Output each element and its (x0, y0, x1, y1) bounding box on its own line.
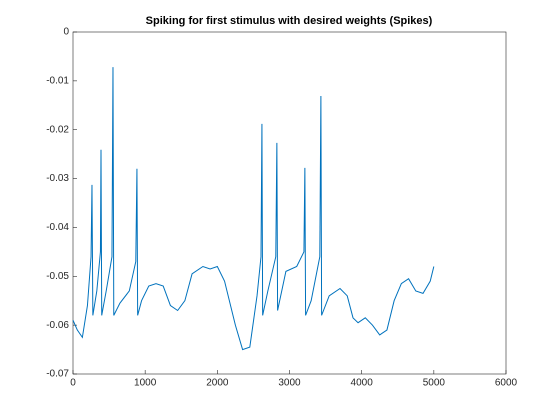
x-tick-label: 4000 (351, 378, 374, 389)
x-tick-label: 2000 (206, 378, 229, 389)
x-tick-label: 0 (70, 378, 76, 389)
x-tick-label: 6000 (495, 378, 518, 389)
y-tick-label: -0.07 (46, 369, 69, 380)
y-tick-label: -0.03 (46, 173, 69, 184)
x-tick-label: 1000 (134, 378, 157, 389)
chart-title: Spiking for first stimulus with desired … (146, 15, 433, 27)
x-tick-label: 3000 (278, 378, 301, 389)
y-tick-label: -0.06 (46, 320, 69, 331)
y-tick-label: 0 (63, 27, 69, 38)
y-tick-label: -0.01 (46, 75, 69, 86)
y-tick-label: -0.05 (46, 271, 69, 282)
plot-box (72, 31, 507, 375)
y-tick-label: -0.04 (46, 222, 69, 233)
x-tick-label: 5000 (423, 378, 446, 389)
line-series (72, 67, 435, 351)
y-tick-label: -0.02 (46, 124, 69, 135)
